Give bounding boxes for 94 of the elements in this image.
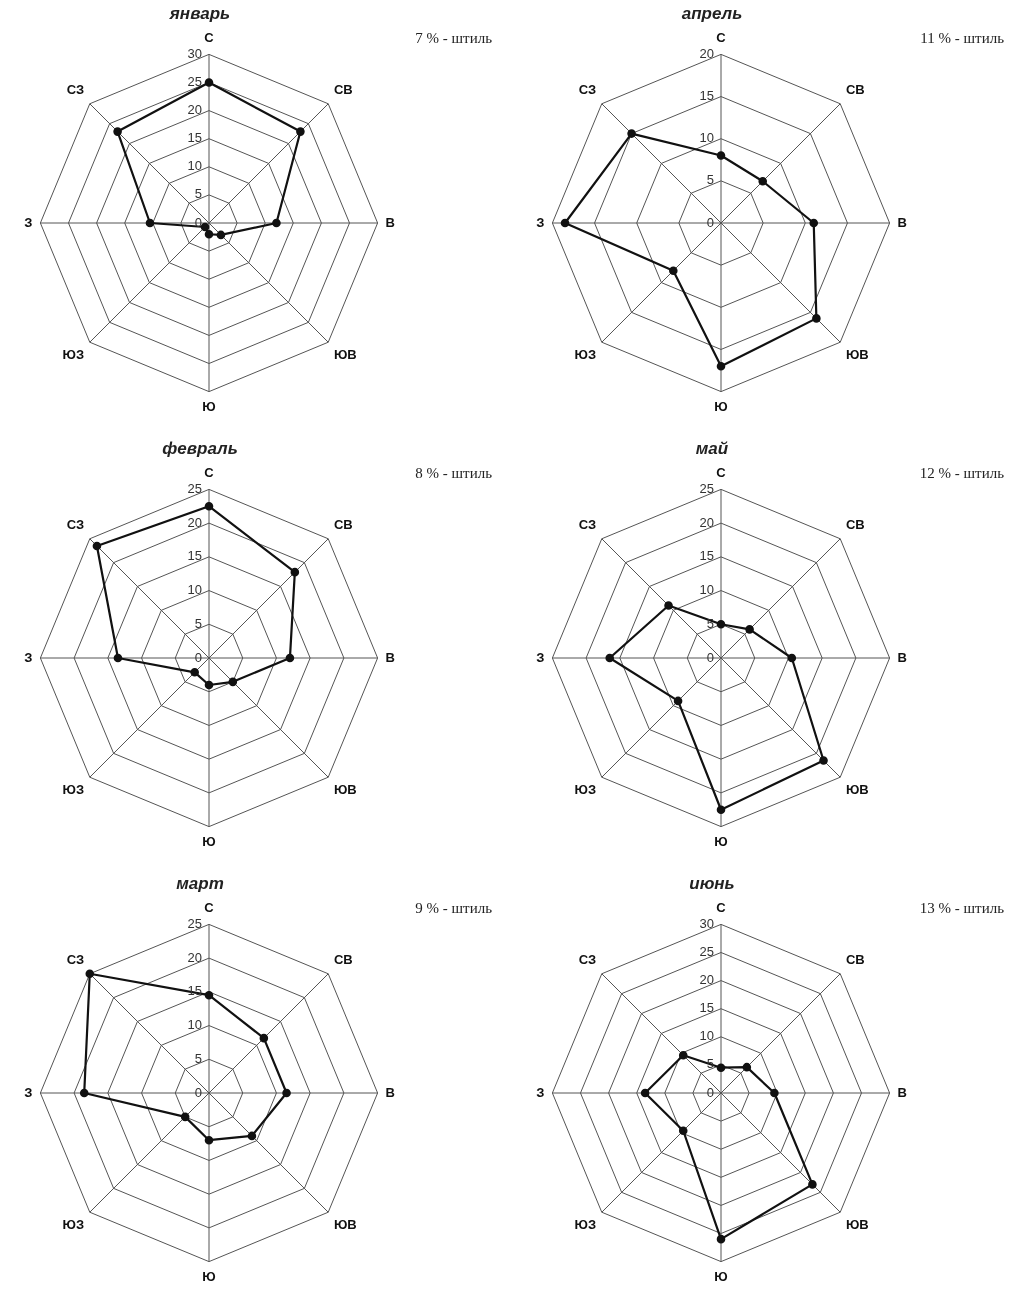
spoke-label: СЗ [578,951,597,967]
spoke-label: З [536,1084,545,1100]
spoke-label: Ю [202,1268,216,1284]
spoke-label: СВ [333,951,353,967]
y-tick-label: 10 [699,130,714,146]
spoke-label: В [897,649,907,665]
y-tick-label: 5 [194,615,202,631]
y-tick-label: 20 [699,972,714,988]
y-tick-label: 25 [187,480,202,496]
text: 8 % - штиль [415,465,492,482]
spoke-label: С [204,30,215,46]
y-tick-label: 30 [187,45,202,61]
chart-title: май [694,439,730,459]
spoke-label: СВ [845,81,865,97]
y-tick-label: 20 [187,102,202,118]
spoke-label: Ю [714,398,728,414]
y-tick-label: 25 [699,480,714,496]
y-tick-label: 5 [194,186,202,202]
y-tick-label: 20 [187,949,202,965]
text: 13 % - штиль [919,900,1004,917]
spoke-label: З [536,649,545,665]
y-tick-label: 25 [187,74,202,90]
y-tick-label: 25 [699,944,714,960]
spoke-label: СЗ [66,81,85,97]
spoke-label: З [24,214,33,230]
y-tick-label: 15 [187,548,202,564]
y-tick-label: 0 [706,649,714,665]
spoke-label: СЗ [66,951,85,967]
y-tick-label: 25 [187,915,202,931]
spoke-label: СВ [845,951,865,967]
spoke-label: С [716,30,727,46]
spoke-label: З [536,214,545,230]
spoke-label: ЮЗ [574,782,597,798]
spoke-label: ЮЗ [574,347,597,363]
chart-title: апрель [680,4,744,24]
y-tick-label: 15 [699,1000,714,1016]
y-tick-label: 10 [699,1028,714,1044]
spoke-label: ЮВ [845,782,869,798]
y-tick-label: 0 [706,214,714,230]
spoke-label: ЮВ [333,347,357,363]
y-tick-label: 10 [187,158,202,174]
spoke-label: ЮЗ [574,1217,597,1233]
text: 9 % - штиль [415,900,492,917]
spoke-label: С [204,900,215,916]
spoke-label: СЗ [578,81,597,97]
text: 12 % - штиль [919,465,1004,482]
spoke-label: С [204,465,215,481]
y-tick-label: 5 [194,1050,202,1066]
y-tick-label: 10 [187,582,202,598]
y-tick-label: 5 [706,172,714,188]
y-tick-label: 20 [699,45,714,61]
spoke-label: ЮЗ [62,1217,85,1233]
spoke-label: Ю [714,833,728,849]
spoke-label: Ю [202,398,216,414]
y-tick-label: 15 [187,130,202,146]
spoke-label: ЮВ [845,347,869,363]
y-tick-label: 10 [187,1017,202,1033]
spoke-label: В [385,649,395,665]
spoke-label: З [24,1084,33,1100]
y-tick-label: 20 [187,514,202,530]
y-tick-label: 0 [194,1084,202,1100]
spoke-label: ЮВ [333,1217,357,1233]
spoke-label: В [897,214,907,230]
y-tick-label: 30 [699,915,714,931]
spoke-label: С [716,900,727,916]
spoke-label: ЮВ [845,1217,869,1233]
spoke-label: ЮЗ [62,347,85,363]
text: 7 % - штиль [415,30,492,47]
y-tick-label: 15 [699,548,714,564]
chart-title: июнь [688,874,736,894]
spoke-label: СЗ [578,516,597,532]
spoke-label: СВ [333,516,353,532]
y-tick-label: 0 [194,649,202,665]
spoke-label: СВ [845,516,865,532]
chart-title: февраль [161,439,239,459]
spoke-label: В [385,214,395,230]
y-tick-label: 10 [699,582,714,598]
spoke-label: В [897,1084,907,1100]
text: 11 % - штиль [920,30,1004,47]
spoke-label: Ю [714,1268,728,1284]
spoke-label: ЮЗ [62,782,85,798]
spoke-label: В [385,1084,395,1100]
spoke-label: СВ [333,81,353,97]
y-tick-label: 0 [194,214,202,230]
spoke-label: З [24,649,33,665]
chart-title: март [175,874,225,894]
y-tick-label: 0 [706,1084,714,1100]
spoke-label: Ю [202,833,216,849]
y-tick-label: 15 [699,88,714,104]
y-tick-label: 20 [699,514,714,530]
spoke-label: СЗ [66,516,85,532]
chart-title: январь [168,4,232,24]
spoke-label: С [716,465,727,481]
spoke-label: ЮВ [333,782,357,798]
